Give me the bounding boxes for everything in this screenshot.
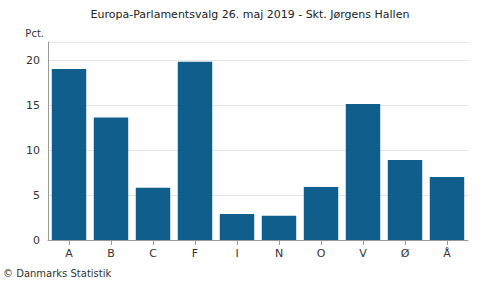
- svg-text:B: B: [107, 247, 115, 260]
- svg-text:N: N: [275, 247, 283, 260]
- svg-text:10: 10: [26, 144, 40, 157]
- svg-text:C: C: [149, 247, 157, 260]
- svg-text:0: 0: [33, 234, 40, 247]
- svg-text:Å: Å: [443, 247, 451, 260]
- svg-text:© Danmarks Statistik: © Danmarks Statistik: [3, 268, 112, 279]
- svg-text:5: 5: [33, 189, 40, 202]
- svg-text:O: O: [317, 247, 326, 260]
- svg-text:F: F: [192, 247, 198, 260]
- svg-text:Pct.: Pct.: [25, 28, 44, 39]
- svg-text:Europa-Parlamentsvalg 26. maj: Europa-Parlamentsvalg 26. maj 2019 - Skt…: [91, 8, 410, 21]
- svg-text:V: V: [359, 247, 367, 260]
- svg-text:I: I: [235, 247, 238, 260]
- svg-text:A: A: [65, 247, 73, 260]
- svg-text:Ø: Ø: [401, 247, 410, 260]
- svg-text:20: 20: [26, 54, 40, 67]
- svg-text:15: 15: [26, 99, 40, 112]
